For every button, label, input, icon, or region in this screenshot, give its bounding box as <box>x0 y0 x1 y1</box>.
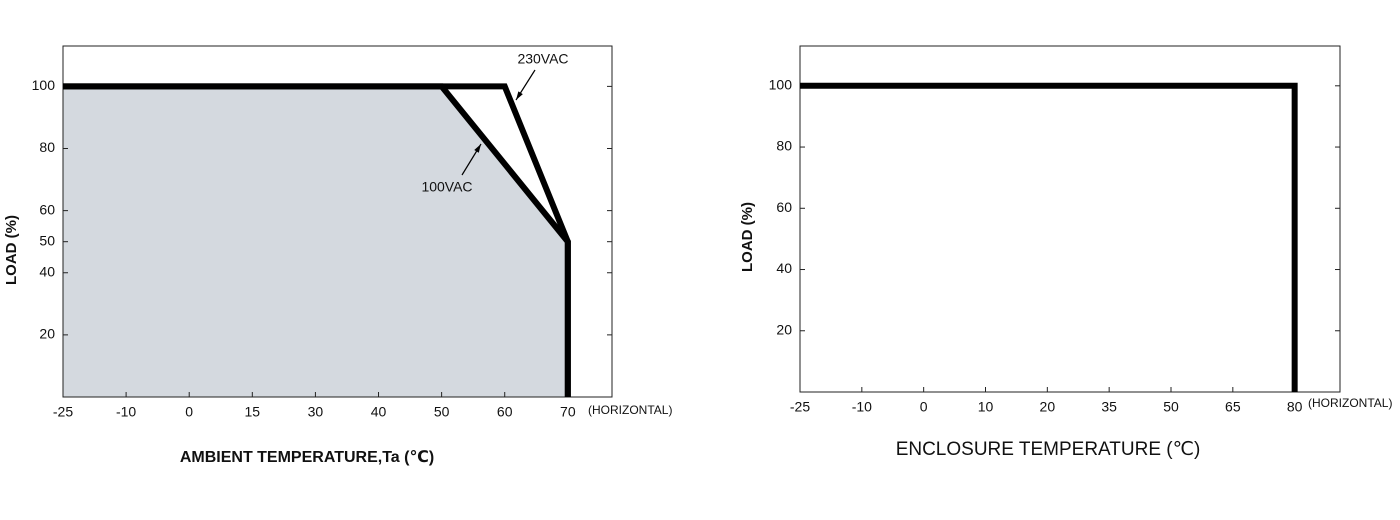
x-tick-label: -10 <box>116 404 136 420</box>
y-tick-label: 60 <box>39 201 55 217</box>
annotation: (HORIZONTAL) <box>588 403 672 417</box>
x-tick-label: 50 <box>434 404 450 420</box>
x-tick-label: -25 <box>790 399 810 415</box>
x-tick-label: 20 <box>1040 399 1056 415</box>
x-tick-label: 35 <box>1101 399 1117 415</box>
annotation: (HORIZONTAL) <box>1308 396 1392 410</box>
x-tick-label: 30 <box>308 404 324 420</box>
chart: 20 40 60 80 100 -25 -10 0 10 20 35 50 65 80 (HORIZONTA… <box>739 45 1392 460</box>
x-tick-label: 15 <box>245 404 261 420</box>
plot-frame <box>62 45 613 398</box>
arrow-head <box>474 144 481 153</box>
y-tick-label: 20 <box>39 326 55 342</box>
y-tick-label: 40 <box>776 260 792 276</box>
x-tick-label: -10 <box>852 399 872 415</box>
series-label: 230VAC <box>517 51 568 67</box>
x-axis-label: AMBIENT TEMPERATURE,Ta (℃) <box>180 449 434 466</box>
x-tick-label: 65 <box>1225 399 1241 415</box>
y-tick-label: 100 <box>32 77 56 93</box>
y-tick-label: 60 <box>776 199 792 215</box>
x-tick-label: 0 <box>920 399 928 415</box>
y-tick-label: 40 <box>39 263 55 279</box>
y-tick-label: 100 <box>769 77 793 93</box>
x-tick-label: 50 <box>1163 399 1179 415</box>
series-line <box>800 82 1298 392</box>
y-tick-label: 80 <box>776 138 792 154</box>
plot-frame <box>799 45 1341 393</box>
x-tick-label: -25 <box>53 404 73 420</box>
x-tick-label: 80 <box>1287 399 1303 415</box>
y-axis-label: LOAD (%) <box>3 215 20 285</box>
y-axis-label: LOAD (%) <box>739 202 756 272</box>
series-label: 100VAC <box>421 179 472 195</box>
chart: 20 40 50 60 80 100 -25 -10 0 15 30 40 50 60 70 230VAC 10… <box>3 45 672 466</box>
x-tick-label: 70 <box>560 404 576 420</box>
y-tick-label: 50 <box>39 232 55 248</box>
x-axis-label: ENCLOSURE TEMPERATURE (℃) <box>896 439 1201 460</box>
x-tick-label: 10 <box>978 399 994 415</box>
x-tick-label: 60 <box>497 404 513 420</box>
y-tick-label: 20 <box>776 321 792 337</box>
arrow-head <box>516 91 523 100</box>
y-tick-label: 80 <box>39 139 55 155</box>
x-tick-label: 40 <box>371 404 387 420</box>
series-line <box>63 83 571 397</box>
x-tick-label: 0 <box>185 404 193 420</box>
area <box>63 86 568 398</box>
